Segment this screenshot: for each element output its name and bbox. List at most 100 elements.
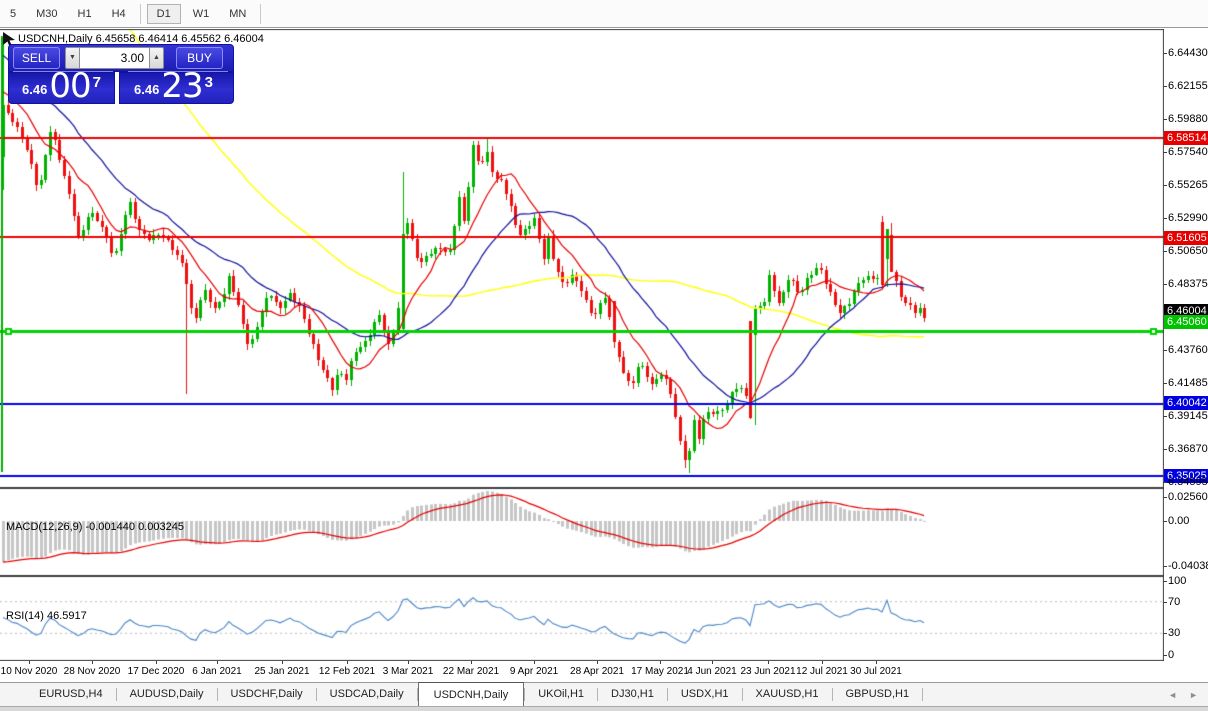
date-tick-mark — [768, 661, 769, 664]
axis-tick-label: 6.48375 — [1168, 278, 1208, 290]
tabs-scroll-right-icon[interactable]: ► — [1189, 689, 1198, 700]
chart-title: USDCNH,Daily 6.45658 6.46414 6.45562 6.4… — [18, 33, 264, 45]
axis-tick-mark — [1163, 521, 1167, 522]
date-tick-mark — [660, 661, 661, 664]
date-tick-mark — [92, 661, 93, 664]
axis-tick-mark — [1163, 86, 1167, 87]
axis-tick-label: 6.52990 — [1168, 212, 1208, 224]
window-bottom-edge — [0, 706, 1208, 711]
volume-input[interactable] — [80, 47, 149, 69]
axis-tick-mark — [1163, 497, 1167, 498]
sell-price-small: 6.46 — [22, 82, 48, 97]
tab-audusd[interactable]: AUDUSD,Daily — [129, 687, 204, 700]
tab-xauusd[interactable]: XAUUSD,H1 — [755, 687, 819, 700]
price-chart-canvas[interactable] — [0, 29, 1164, 661]
date-tick-label: 25 Jan 2021 — [254, 666, 310, 677]
buy-price-sup: 3 — [204, 74, 213, 91]
chart-region — [0, 29, 1164, 661]
axis-tick-label: 6.59880 — [1168, 113, 1208, 125]
volume-decrease-button[interactable]: ▼ — [65, 47, 80, 69]
tab-usdchf[interactable]: USDCHF,Daily — [230, 687, 303, 700]
axis-tick-label: 6.64430 — [1168, 47, 1208, 59]
date-tick-mark — [822, 661, 823, 664]
date-tick-label: 22 Mar 2021 — [442, 666, 500, 677]
timeframe-button-w1[interactable]: W1 — [192, 7, 210, 20]
sell-button[interactable]: SELL — [13, 47, 60, 69]
timeframe-button-h4[interactable]: H4 — [111, 7, 126, 20]
tab-usdcad[interactable]: USDCAD,Daily — [329, 687, 404, 700]
tab-usdx[interactable]: USDX,H1 — [680, 687, 729, 700]
trade-panel-top-row: SELL ▼ ▲ BUY — [8, 44, 234, 72]
axis-tick-mark — [1163, 655, 1167, 656]
toolbar-separator — [260, 3, 262, 24]
axis-tick-mark — [1163, 251, 1167, 252]
timeframe-button-m30[interactable]: M30 — [36, 7, 58, 20]
buy-button[interactable]: BUY — [176, 47, 223, 69]
date-tick-label: 28 Apr 2021 — [570, 666, 624, 677]
hline-price-label: 6.45060 — [1164, 315, 1208, 329]
date-tick-label: 6 Jan 2021 — [192, 666, 242, 677]
date-tick-mark — [534, 661, 535, 664]
axis-tick-mark — [1163, 53, 1167, 54]
timeframe-button-h1[interactable]: H1 — [77, 7, 92, 20]
tab-separator — [524, 688, 526, 701]
tab-eurusd[interactable]: EURUSD,H4 — [39, 687, 103, 700]
axis-tick-mark — [1163, 602, 1167, 603]
axis-tick-label: 6.36870 — [1168, 443, 1208, 455]
date-tick-mark — [712, 661, 713, 664]
date-tick-label: 12 Feb 2021 — [318, 666, 376, 677]
tab-gbpusd[interactable]: GBPUSD,H1 — [845, 687, 910, 700]
tab-separator — [416, 688, 418, 701]
buy-price-display[interactable]: 6.46 23 3 — [119, 69, 234, 104]
timeframe-button-mn[interactable]: MN — [229, 7, 247, 20]
tabs-scroll-left-icon[interactable]: ◄ — [1168, 689, 1178, 700]
date-tick-mark — [156, 661, 157, 664]
chart-cursor-icon — [3, 32, 15, 47]
date-tick-label: 9 Apr 2021 — [509, 666, 559, 677]
sell-price-sup: 7 — [92, 74, 101, 91]
axis-tick-label: 6.34595 — [1168, 476, 1208, 488]
date-tick-label: 3 Mar 2021 — [382, 666, 434, 677]
axis-tick-mark — [1163, 566, 1167, 567]
axis-tick-label: 6.57540 — [1168, 146, 1208, 158]
tab-dj30[interactable]: DJ30,H1 — [611, 687, 654, 700]
tab-usdcnh[interactable]: USDCNH,Daily — [417, 681, 525, 707]
axis-tick-mark — [1163, 152, 1167, 153]
timeframe-button-5[interactable]: 5 — [10, 7, 17, 20]
macd-pane-label: MACD(12,26,9) -0.001440 0.003245 — [6, 521, 184, 533]
hline-price-label: 6.35025 — [1164, 469, 1208, 483]
date-tick-mark — [597, 661, 598, 664]
axis-tick-mark — [1163, 581, 1167, 582]
axis-tick-label: 6.43760 — [1168, 344, 1208, 356]
chart-tab-bar: EURUSD,H4 AUDUSD,Daily USDCHF,Daily USDCAD,… — [0, 681, 1208, 707]
timeframe-button-d1[interactable]: D1 — [146, 3, 181, 24]
axis-tick-label: 0 — [1168, 649, 1175, 661]
tab-separator — [831, 688, 833, 701]
axis-tick-label: 0.025609 — [1168, 491, 1208, 503]
date-tick-label: 12 Jul 2021 — [796, 666, 848, 677]
axis-tick-label: 6.55265 — [1168, 179, 1208, 191]
axis-tick-label: 6.41485 — [1168, 377, 1208, 389]
date-tick-mark — [876, 661, 877, 664]
hline-price-label: 6.58514 — [1164, 131, 1208, 145]
hline-price-label: 6.51605 — [1164, 231, 1208, 245]
timeframe-toolbar: 5 M30 H1 H4 D1 W1 MN — [0, 0, 1208, 28]
tab-separator — [922, 688, 924, 701]
tab-separator — [741, 688, 743, 701]
tab-ukoil[interactable]: UKOil,H1 — [538, 687, 585, 700]
tab-separator — [315, 688, 317, 701]
date-tick-label: 4 Jun 2021 — [687, 666, 737, 677]
price-axis: 6.64430 6.62155 6.59880 6.58514 6.57540 6.552… — [1163, 29, 1208, 661]
date-tick-label: 28 Nov 2020 — [63, 666, 121, 677]
axis-tick-mark — [1163, 416, 1167, 417]
date-tick-label: 17 Dec 2020 — [127, 666, 185, 677]
axis-tick-mark — [1163, 218, 1167, 219]
date-axis: 10 Nov 2020 28 Nov 2020 17 Dec 2020 6 Jan 2… — [0, 661, 1208, 681]
volume-increase-button[interactable]: ▲ — [149, 47, 164, 69]
axis-tick-mark — [1163, 119, 1167, 120]
axis-tick-mark — [1163, 482, 1167, 483]
sell-price-display[interactable]: 6.46 00 7 — [8, 69, 115, 104]
tab-separator — [666, 688, 668, 701]
hline-price-label: 6.40042 — [1164, 396, 1208, 410]
